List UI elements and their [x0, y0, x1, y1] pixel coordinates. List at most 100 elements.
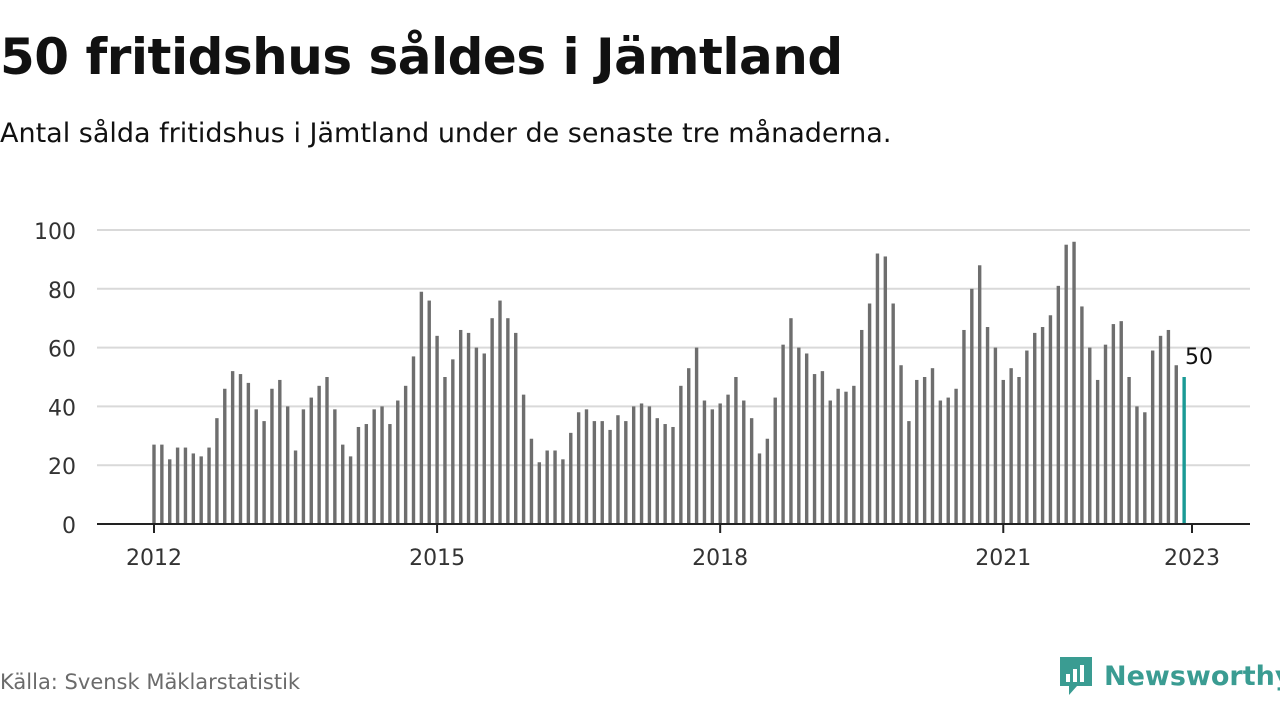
bar: [356, 426, 361, 524]
bar: [804, 353, 809, 524]
bar: [765, 438, 770, 524]
bar: [435, 335, 439, 524]
bar: [207, 447, 211, 524]
y-axis-ticks: 0 20 40 60 80 100: [34, 220, 76, 539]
bar: [254, 409, 258, 524]
bar: [1158, 335, 1163, 524]
bar: [985, 327, 990, 524]
bar: [977, 265, 982, 524]
bar: [183, 447, 188, 524]
bar: [285, 406, 290, 524]
bar: [537, 462, 542, 524]
bar: [443, 377, 447, 524]
bar: [466, 332, 471, 524]
chart-subtitle: Antal sålda fritidshus i Jämtland under …: [0, 118, 892, 149]
bar: [160, 444, 164, 524]
y-tick-label: 80: [48, 279, 76, 304]
bar: [631, 406, 636, 524]
bar: [860, 329, 864, 524]
bar: [1048, 315, 1053, 524]
bar: [1064, 244, 1068, 524]
y-tick-label: 20: [48, 455, 76, 480]
bar: [907, 421, 911, 524]
bar: [710, 409, 715, 524]
bar: [954, 388, 958, 524]
bar: [1088, 347, 1092, 524]
bar: [930, 368, 935, 524]
source-note: Källa: Svensk Mäklarstatistik: [0, 670, 301, 694]
bar: [694, 347, 699, 524]
bar: [309, 397, 313, 524]
bar: [663, 424, 667, 524]
bar: [742, 400, 746, 524]
bar: [600, 421, 604, 524]
bar: [458, 329, 463, 524]
bar: [671, 426, 675, 524]
bar: [938, 400, 943, 524]
bar: [797, 347, 801, 524]
bar: [922, 377, 927, 524]
bars: [152, 241, 1186, 524]
bar: [175, 447, 180, 524]
bar: [317, 385, 321, 524]
bar-latest: [1182, 377, 1186, 524]
bar: [773, 397, 777, 524]
bar: [687, 368, 691, 524]
bar: [915, 379, 919, 524]
bar: [993, 347, 998, 524]
bar: [427, 300, 431, 524]
bar: [521, 394, 526, 524]
bar: [867, 303, 872, 524]
bar: [1150, 350, 1155, 524]
bar: [301, 409, 306, 524]
newsworthy-logo-icon: [1060, 657, 1092, 695]
bar: [891, 303, 895, 524]
bar: [679, 385, 683, 524]
page-title: 50 fritidshus såldes i Jämtland: [0, 28, 843, 86]
bar: [561, 459, 565, 524]
x-tick-label: 2012: [126, 546, 182, 571]
bar: [584, 409, 589, 524]
bar: [616, 415, 620, 524]
bar: [702, 400, 707, 524]
bar: [529, 438, 534, 524]
bar: [592, 421, 597, 524]
bar: [230, 371, 235, 524]
bar: [293, 450, 298, 524]
y-tick-label: 100: [34, 220, 76, 245]
chart-area: 0 20 40 60 80 100 2012 2015 2018 2021 2023 50: [34, 220, 1250, 571]
bar: [639, 403, 644, 524]
bar: [482, 353, 486, 524]
bar: [1119, 321, 1123, 524]
bar: [718, 403, 722, 524]
bar: [506, 318, 510, 524]
bar: [1095, 379, 1100, 524]
bar: [1174, 365, 1178, 524]
x-tick-label: 2023: [1164, 546, 1220, 571]
bar: [789, 318, 793, 524]
x-tick-label: 2018: [692, 546, 748, 571]
bar: [152, 444, 156, 524]
bar: [726, 394, 730, 524]
bar: [647, 406, 652, 524]
bar: [946, 397, 950, 524]
bar: [545, 450, 549, 524]
bar: [757, 453, 762, 524]
x-tick-label: 2021: [975, 546, 1031, 571]
bar: [734, 377, 738, 524]
bar: [553, 450, 557, 524]
bar: [388, 424, 392, 524]
bar: [191, 453, 196, 524]
bar: [852, 385, 856, 524]
bar: [199, 456, 203, 524]
x-tick-label: 2015: [409, 546, 465, 571]
brand[interactable]: Newsworthy: [1058, 654, 1280, 698]
bar: [364, 424, 369, 524]
bar: [812, 374, 817, 524]
bar: [270, 388, 274, 524]
bar: [962, 329, 966, 524]
bar: [1103, 344, 1108, 524]
bar: [1080, 306, 1084, 524]
bar: [1056, 285, 1061, 524]
bar: [970, 288, 974, 524]
